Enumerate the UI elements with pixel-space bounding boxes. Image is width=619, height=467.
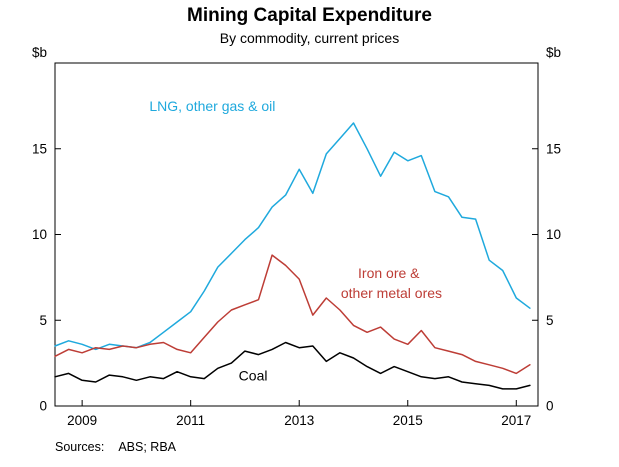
plot-frame bbox=[54, 62, 539, 407]
y-tick-label-left: 10 bbox=[32, 227, 47, 242]
unit-label-left: $b bbox=[32, 45, 47, 60]
x-tick-label: 2017 bbox=[501, 413, 531, 428]
y-tick-label-right: 0 bbox=[546, 399, 554, 414]
series-annotation: Coal bbox=[239, 367, 268, 383]
series-line bbox=[54, 341, 531, 390]
series-annotation: LNG, other gas & oil bbox=[149, 98, 275, 114]
chart-subtitle: By commodity, current prices bbox=[219, 30, 400, 46]
series-line bbox=[54, 122, 531, 351]
x-tick-label: 2011 bbox=[176, 413, 205, 428]
x-tick-label: 2013 bbox=[284, 413, 314, 428]
unit-label-right: $b bbox=[546, 45, 561, 60]
chart-title: Mining Capital Expenditure bbox=[187, 5, 432, 26]
series-line bbox=[54, 254, 531, 375]
sources-note: Sources: ABS; RBA bbox=[55, 440, 176, 454]
series-annotation: other metal ores bbox=[341, 285, 442, 301]
sources-label: Sources: bbox=[55, 440, 105, 454]
y-tick-label-left: 5 bbox=[39, 313, 47, 328]
series-annotation: Iron ore & bbox=[358, 265, 420, 281]
sources-value: ABS; RBA bbox=[118, 440, 177, 454]
x-tick-label: 2015 bbox=[393, 413, 423, 428]
x-tick-label: 2009 bbox=[67, 413, 97, 428]
y-tick-label-left: 15 bbox=[32, 141, 47, 156]
y-tick-label-right: 10 bbox=[546, 227, 561, 242]
y-tick-label-right: 15 bbox=[546, 141, 561, 156]
y-tick-label-right: 5 bbox=[546, 313, 554, 328]
y-tick-label-left: 0 bbox=[39, 399, 47, 414]
